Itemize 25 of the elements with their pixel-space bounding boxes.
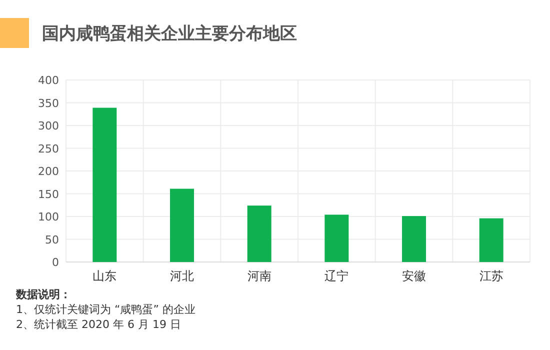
text: 数据说明： xyxy=(15,288,71,301)
bar xyxy=(479,218,504,262)
y-tick-label: 50 xyxy=(45,233,59,246)
y-tick-label: 150 xyxy=(38,188,59,201)
x-tick-label: 辽宁 xyxy=(324,269,349,283)
y-tick-label: 300 xyxy=(38,120,59,132)
y-tick-label: 250 xyxy=(38,142,59,156)
x-tick-label: 山东 xyxy=(92,269,117,283)
text: 1、仅统计关键词为 “咸鸭蛋” 的企业 xyxy=(16,303,196,316)
x-tick-label: 安徽 xyxy=(402,269,426,283)
bar xyxy=(402,216,426,262)
y-tick-label: 400 xyxy=(38,74,59,87)
text: 2、统计截至 2020 年 6 月 19 日 xyxy=(16,318,181,331)
bar xyxy=(170,188,194,262)
chart-title: 国内咸鸭蛋相关企业主要分布地区 xyxy=(42,24,297,44)
y-tick-label: 0 xyxy=(52,256,59,269)
y-tick-label: 350 xyxy=(38,96,59,110)
bar xyxy=(247,206,272,262)
x-tick-label: 江苏 xyxy=(479,269,504,283)
y-tick-label: 200 xyxy=(38,165,59,178)
bar xyxy=(92,108,117,262)
x-tick-label: 河北 xyxy=(170,269,194,283)
y-tick-label: 100 xyxy=(38,210,59,224)
x-tick-label: 河南 xyxy=(247,269,272,283)
bar xyxy=(324,214,349,262)
